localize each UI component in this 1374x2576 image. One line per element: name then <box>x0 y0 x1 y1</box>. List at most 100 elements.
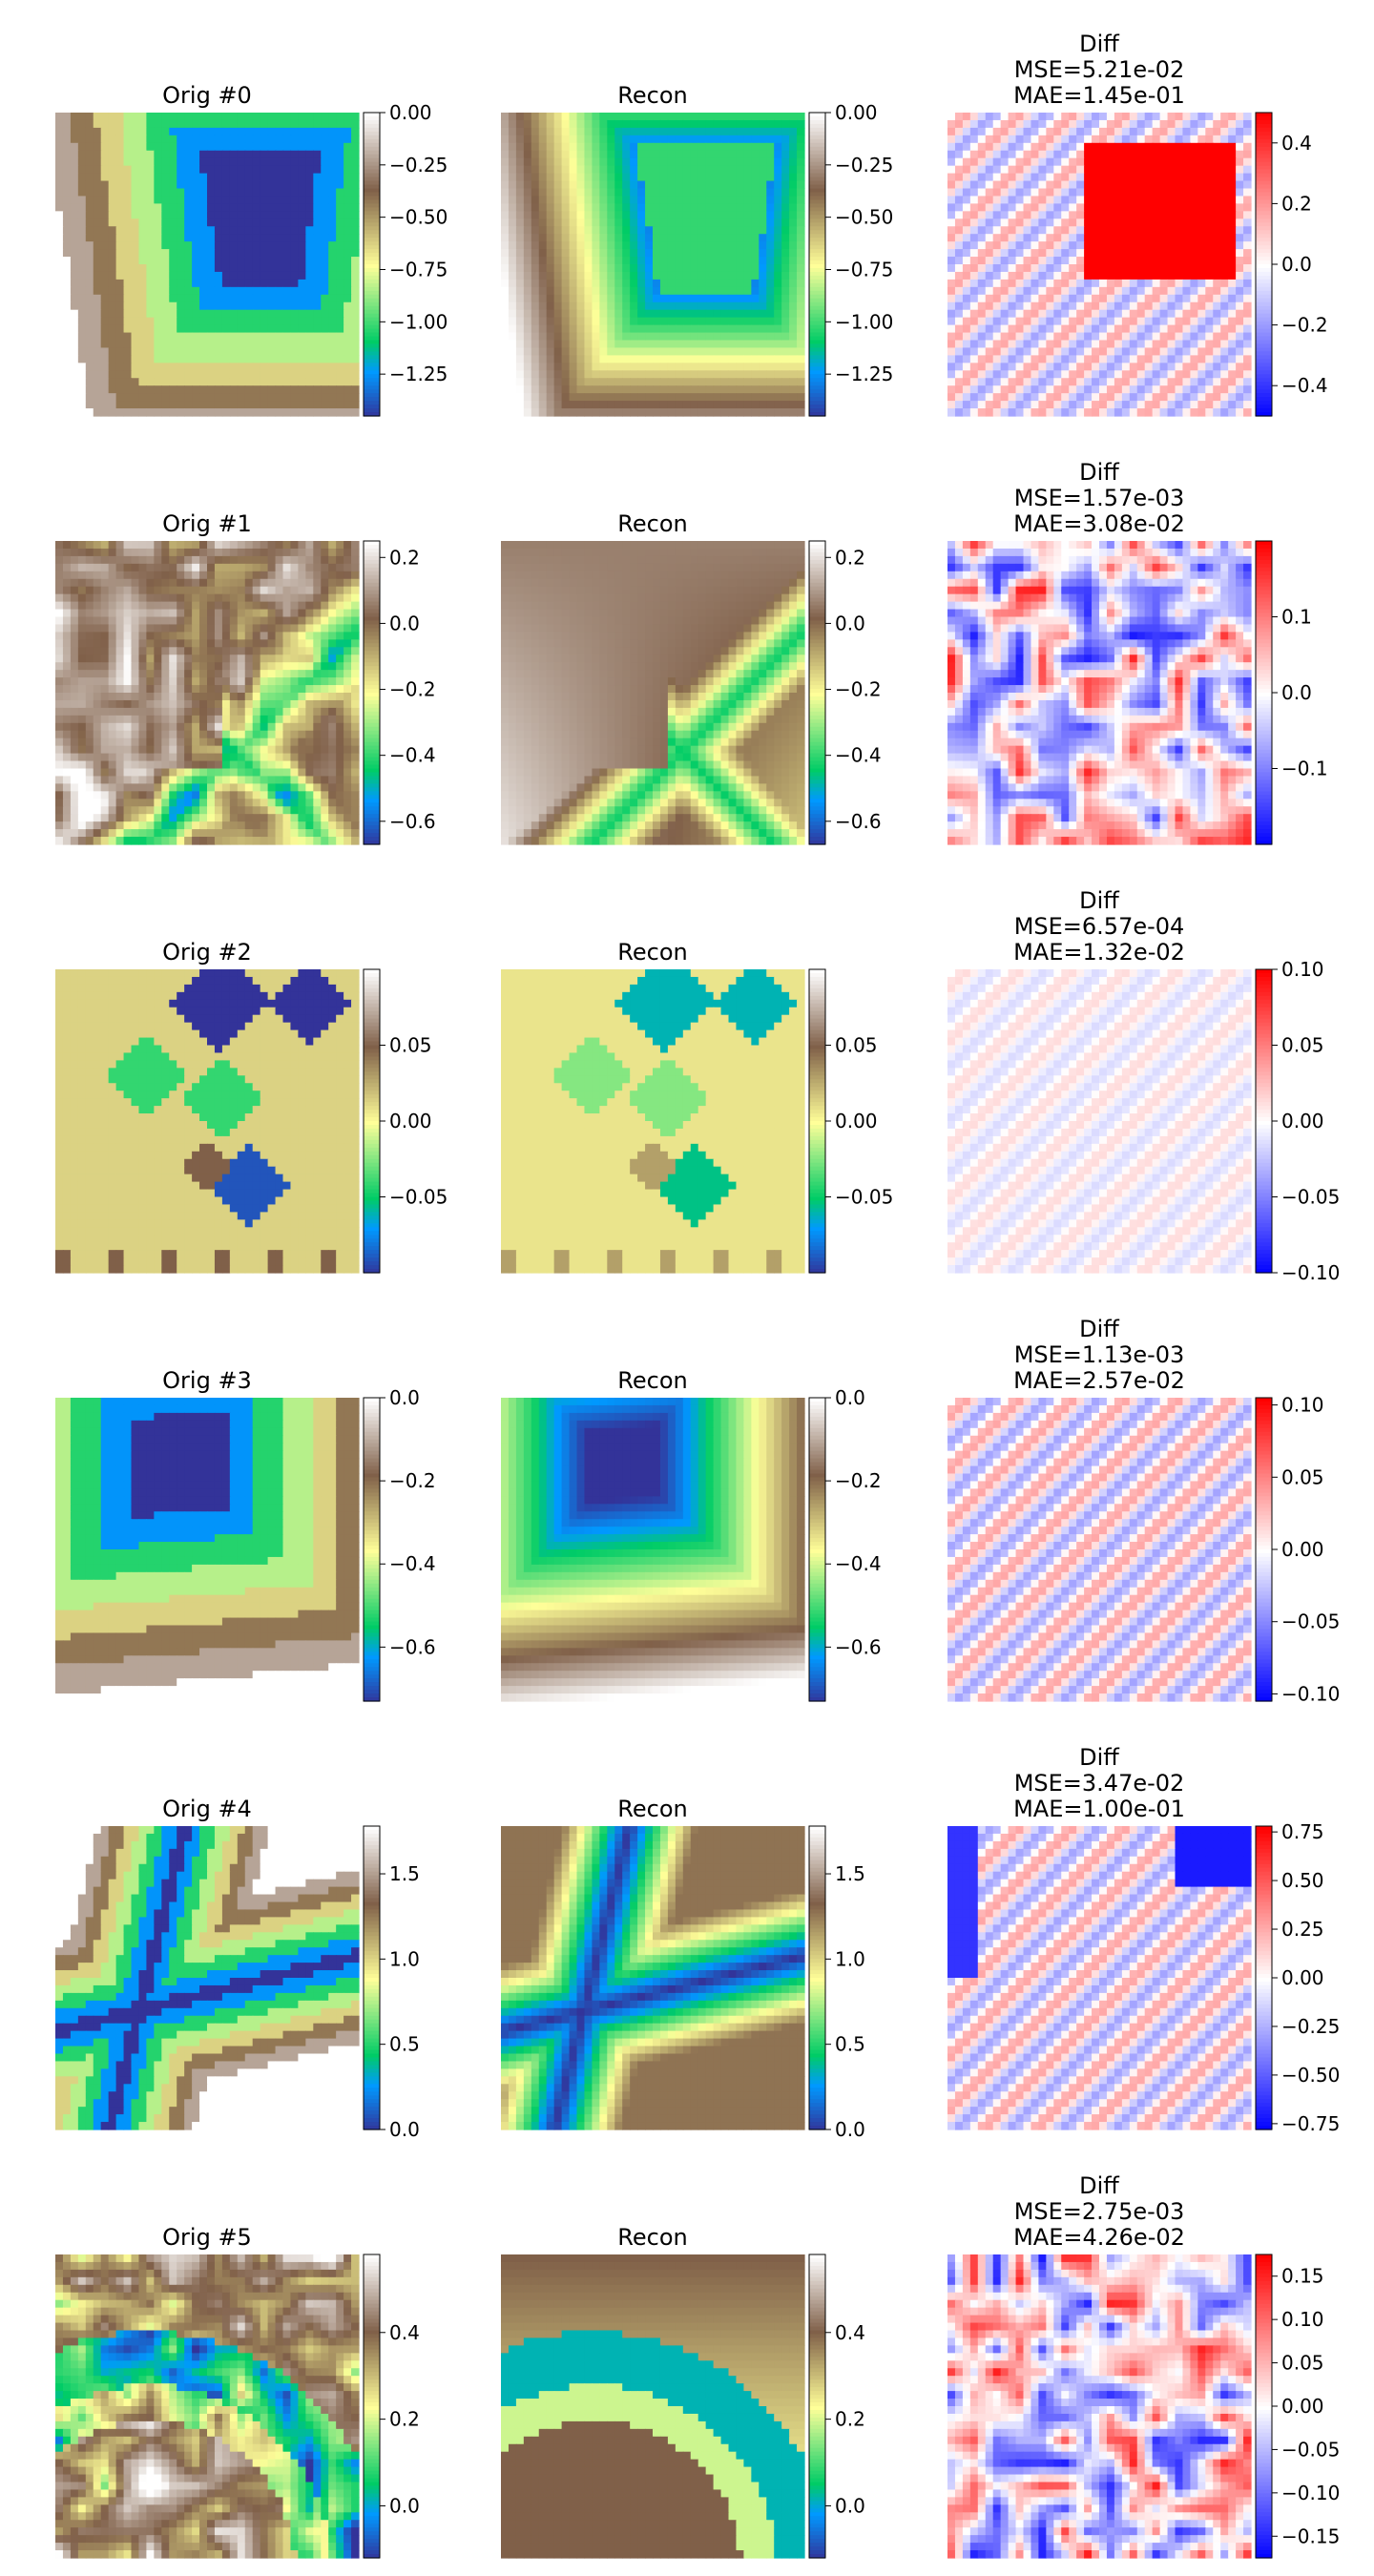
colorbar-tick-label: 0.5 <box>835 2033 865 2056</box>
colorbar-orig-3: 0.0−0.2−0.4−0.6 <box>364 1386 436 1702</box>
panel-title: Orig #4 <box>162 1796 252 1822</box>
heatmap-orig-1 <box>55 541 360 845</box>
colorbar-tick-label: −0.4 <box>389 744 436 767</box>
colorbar-tick-label: −0.2 <box>835 678 882 701</box>
heatmap-orig-0 <box>55 113 360 417</box>
colorbar-tick-label: 0.4 <box>1281 132 1312 155</box>
colorbar-diff-5: 0.150.100.050.00−0.05−0.10−0.15 <box>1256 2254 1340 2559</box>
colorbar-orig-5: 0.40.20.0 <box>364 2254 420 2559</box>
colorbar-tick-label: 1.0 <box>835 1947 865 1970</box>
colorbar-tick-label: −0.10 <box>1281 1261 1340 1284</box>
heatmap-diff-1 <box>947 541 1252 845</box>
heatmap-recon-3 <box>501 1398 805 1702</box>
colorbar-tick-label: −0.50 <box>389 206 448 229</box>
heatmap-diff-3 <box>947 1398 1252 1702</box>
colorbar-tick-label: 0.05 <box>389 1034 432 1057</box>
heatmap-diff-2 <box>947 969 1252 1274</box>
colorbar-tick-label: 0.0 <box>835 2118 865 2141</box>
colorbar-tick-label: −0.25 <box>389 154 448 177</box>
colorbar-tick-label: 0.5 <box>389 2033 420 2056</box>
colorbar-tick-label: 0.2 <box>835 546 865 569</box>
colorbar-tick-label: −0.05 <box>1281 1186 1340 1209</box>
colorbar-tick-label: 0.25 <box>1281 1918 1324 1941</box>
colorbar-tick-label: −0.10 <box>1281 2482 1340 2504</box>
colorbar-recon-4: 1.5 1.0 0.5 0.0 <box>809 1826 865 2141</box>
colorbar-tick-label: −0.50 <box>835 206 893 229</box>
colorbar-tick-label: 0.75 <box>1281 1820 1324 1843</box>
colorbar-tick-label: 0.05 <box>1281 2352 1324 2375</box>
colorbar-tick-label: 0.00 <box>1281 1966 1324 1989</box>
colorbar-tick-label: −0.2 <box>835 1469 882 1492</box>
heatmap-orig-5 <box>55 2254 360 2559</box>
colorbar-tick-label: −0.4 <box>835 744 882 767</box>
colorbar-recon-0: 0.00−0.25−0.50−0.75−1.00−1.25 <box>809 101 893 417</box>
colorbar-tick-label: 0.0 <box>835 2494 865 2517</box>
panel-title: Orig #5 <box>162 2224 252 2251</box>
colorbar-tick-label: −0.25 <box>835 154 893 177</box>
colorbar-tick-label: 0.2 <box>1281 192 1312 215</box>
colorbar-tick-label: 0.00 <box>389 101 432 124</box>
colorbar-tick-label: 1.0 <box>389 1947 420 1970</box>
colorbar-tick-label: −0.75 <box>835 258 893 280</box>
panel-title-line: MAE=1.32e-02 <box>1013 939 1185 966</box>
heatmap-recon-5 <box>501 2254 805 2559</box>
panel-title-line: Diff <box>1079 1316 1119 1342</box>
heatmap-recon-0 <box>501 113 805 417</box>
colorbar-tick-label: −0.05 <box>835 1186 893 1209</box>
colorbar-tick-label: 0.10 <box>1281 1394 1324 1417</box>
colorbar-tick-label: −0.2 <box>389 678 436 701</box>
colorbar-tick-label: −0.6 <box>389 810 436 833</box>
colorbar-tick-label: −0.10 <box>1281 1682 1340 1705</box>
colorbar-tick-label: 0.4 <box>835 2321 865 2344</box>
panel-title-line: MAE=1.45e-01 <box>1013 82 1185 109</box>
colorbar-tick-label: 1.5 <box>835 1862 865 1885</box>
heatmap-diff-0 <box>947 113 1252 417</box>
heatmap-orig-3 <box>55 1398 360 1702</box>
colorbar-tick-label: −1.25 <box>389 363 448 385</box>
colorbar-tick-label: 0.0 <box>1281 681 1312 704</box>
panel-title-line: MSE=3.47e-02 <box>1014 1770 1185 1797</box>
colorbar-tick-label: 0.0 <box>835 612 865 634</box>
colorbar-tick-label: −0.75 <box>389 258 448 280</box>
panel-title: Recon <box>617 1796 687 1822</box>
colorbar-tick-label: 0.00 <box>1281 2395 1324 2418</box>
colorbar-tick-label: −0.75 <box>1281 2112 1340 2135</box>
colorbar-tick-label: 0.0 <box>389 2494 420 2517</box>
colorbar-tick-label: −0.05 <box>1281 2438 1340 2461</box>
colorbar-tick-label: −0.50 <box>1281 2064 1340 2087</box>
heatmap-orig-4 <box>55 1826 360 2130</box>
colorbar-tick-label: −1.25 <box>835 363 893 385</box>
colorbar-tick-label: −0.2 <box>1281 314 1328 337</box>
heatmap-recon-1 <box>501 541 805 845</box>
colorbar-tick-label: 0.00 <box>835 1110 878 1132</box>
colorbar-tick-label: 0.2 <box>389 2408 420 2431</box>
panel-title: Orig #3 <box>162 1367 252 1394</box>
colorbar-tick-label: −0.6 <box>835 810 882 833</box>
heatmap-recon-4 <box>501 1826 805 2130</box>
panel-title: Recon <box>617 82 687 109</box>
colorbar-tick-label: −0.2 <box>389 1469 436 1492</box>
panel-title-line: Diff <box>1079 2172 1119 2199</box>
panel-title: Recon <box>617 510 687 537</box>
heatmap-recon-2 <box>501 969 805 1274</box>
colorbar-tick-label: 0.15 <box>1281 2265 1324 2288</box>
colorbar-tick-label: −0.05 <box>389 1186 448 1209</box>
colorbar-tick-label: 0.0 <box>389 612 420 634</box>
panel-title-line: MAE=2.57e-02 <box>1013 1367 1185 1394</box>
panel-title: Orig #2 <box>162 939 252 966</box>
colorbar-tick-label: −0.1 <box>1281 758 1328 780</box>
panel-title-line: MSE=2.75e-03 <box>1014 2198 1185 2225</box>
colorbar-tick-label: −0.4 <box>1281 374 1328 397</box>
colorbar-diff-0: 0.40.20.0−0.2−0.4 <box>1256 113 1328 417</box>
panel-title-line: Diff <box>1079 887 1119 914</box>
colorbar-orig-2: 0.050.00−0.05 <box>364 969 448 1274</box>
colorbar-recon-5: 0.40.20.0 <box>809 2254 865 2559</box>
heatmap-diff-4 <box>947 1826 1252 2130</box>
colorbar-tick-label: 0.0 <box>389 2118 420 2141</box>
colorbar-recon-1: 0.2 0.0 −0.2 −0.4 −0.6 <box>809 541 882 845</box>
colorbar-tick-label: 0.10 <box>1281 958 1324 981</box>
panel-title-line: MAE=1.00e-01 <box>1013 1796 1185 1822</box>
panel-title-line: MSE=1.57e-03 <box>1014 485 1185 511</box>
colorbar-tick-label: 0.0 <box>835 1386 865 1409</box>
